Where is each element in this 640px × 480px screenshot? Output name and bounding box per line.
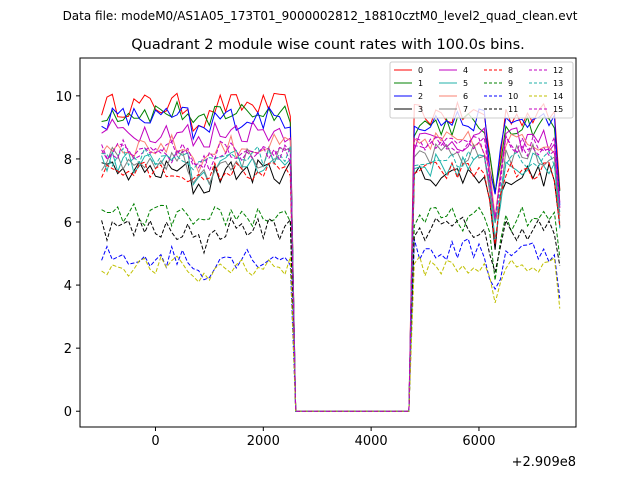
x-tick-label: 4000 — [355, 434, 388, 449]
legend-label-5: 5 — [463, 79, 468, 88]
legend-label-2: 2 — [418, 92, 423, 101]
legend-label-11: 11 — [508, 105, 518, 114]
y-tick-label: 8 — [64, 153, 72, 168]
legend-label-4: 4 — [463, 66, 468, 75]
legend-box — [389, 61, 574, 119]
series-line-1 — [101, 100, 561, 412]
chart-suptitle: Data file: modeM0/AS1A05_173T01_90000028… — [63, 9, 578, 23]
series-line-14 — [101, 255, 561, 412]
x-tick-label: 2000 — [247, 434, 280, 449]
series-line-15 — [101, 134, 561, 412]
legend-label-10: 10 — [508, 92, 518, 101]
x-tick-label: 0 — [151, 434, 159, 449]
legend-label-3: 3 — [418, 105, 423, 114]
x-tick-label: 6000 — [462, 434, 495, 449]
y-tick-label: 4 — [64, 279, 72, 294]
y-tick-label: 0 — [64, 405, 72, 420]
legend-label-15: 15 — [553, 105, 563, 114]
y-tick-label: 2 — [64, 342, 72, 357]
legend-label-14: 14 — [553, 92, 563, 101]
legend-label-9: 9 — [508, 79, 513, 88]
legend-label-7: 7 — [463, 105, 468, 114]
legend-label-6: 6 — [463, 92, 468, 101]
legend-label-13: 13 — [553, 79, 563, 88]
y-tick-label: 10 — [55, 90, 72, 105]
y-tick-label: 6 — [64, 216, 72, 231]
legend-label-0: 0 — [418, 66, 423, 75]
series-line-10 — [101, 238, 561, 412]
axes-frame — [79, 57, 577, 428]
legend-label-8: 8 — [508, 66, 513, 75]
chart-title: Quadrant 2 module wise count rates with … — [131, 37, 525, 53]
series-line-9 — [101, 202, 561, 412]
x-offset-label: +2.909e8 — [512, 455, 576, 470]
series-line-2 — [101, 105, 561, 412]
legend-label-1: 1 — [418, 79, 423, 88]
legend-label-12: 12 — [553, 66, 563, 75]
